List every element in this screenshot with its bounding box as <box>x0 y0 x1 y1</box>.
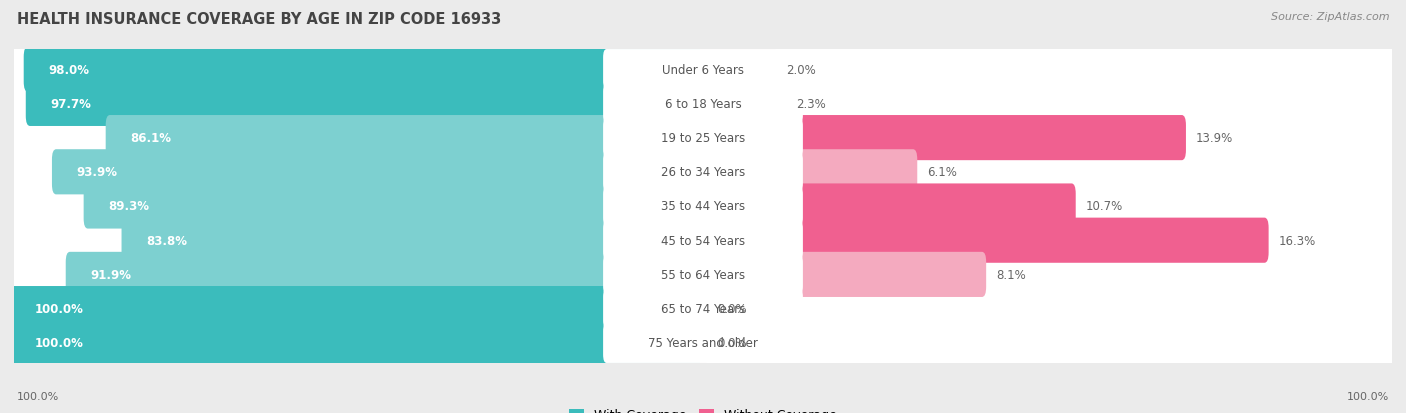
Text: 0.0%: 0.0% <box>717 337 747 349</box>
FancyBboxPatch shape <box>13 79 1393 129</box>
FancyBboxPatch shape <box>603 50 803 90</box>
FancyBboxPatch shape <box>699 320 707 366</box>
FancyBboxPatch shape <box>83 184 707 229</box>
Text: 2.0%: 2.0% <box>786 64 815 76</box>
FancyBboxPatch shape <box>13 147 1393 198</box>
Text: 19 to 25 Years: 19 to 25 Years <box>661 132 745 145</box>
Text: 55 to 64 Years: 55 to 64 Years <box>661 268 745 281</box>
FancyBboxPatch shape <box>13 249 1393 300</box>
FancyBboxPatch shape <box>603 186 803 227</box>
Text: 2.3%: 2.3% <box>796 97 825 111</box>
Text: 35 to 44 Years: 35 to 44 Years <box>661 200 745 213</box>
FancyBboxPatch shape <box>603 118 803 159</box>
FancyBboxPatch shape <box>13 113 1393 164</box>
FancyBboxPatch shape <box>13 45 1393 95</box>
FancyBboxPatch shape <box>699 286 707 331</box>
FancyBboxPatch shape <box>13 318 1393 368</box>
FancyBboxPatch shape <box>10 286 707 331</box>
FancyBboxPatch shape <box>66 252 707 297</box>
FancyBboxPatch shape <box>699 252 986 297</box>
Text: 75 Years and older: 75 Years and older <box>648 337 758 349</box>
FancyBboxPatch shape <box>699 116 1185 161</box>
Text: 13.9%: 13.9% <box>1195 132 1233 145</box>
Text: 83.8%: 83.8% <box>146 234 187 247</box>
FancyBboxPatch shape <box>699 218 1268 263</box>
FancyBboxPatch shape <box>13 284 1393 334</box>
Text: 86.1%: 86.1% <box>131 132 172 145</box>
Text: 0.0%: 0.0% <box>717 302 747 316</box>
Text: 16.3%: 16.3% <box>1278 234 1316 247</box>
FancyBboxPatch shape <box>603 84 803 124</box>
Text: 6 to 18 Years: 6 to 18 Years <box>665 97 741 111</box>
FancyBboxPatch shape <box>25 82 707 127</box>
FancyBboxPatch shape <box>603 323 803 363</box>
FancyBboxPatch shape <box>603 221 803 261</box>
Text: 89.3%: 89.3% <box>108 200 149 213</box>
Text: 6.1%: 6.1% <box>927 166 956 179</box>
Text: 65 to 74 Years: 65 to 74 Years <box>661 302 745 316</box>
Text: Source: ZipAtlas.com: Source: ZipAtlas.com <box>1271 12 1389 22</box>
FancyBboxPatch shape <box>699 47 776 93</box>
Text: 100.0%: 100.0% <box>35 337 83 349</box>
FancyBboxPatch shape <box>13 181 1393 232</box>
Text: 10.7%: 10.7% <box>1085 200 1122 213</box>
Text: 100.0%: 100.0% <box>35 302 83 316</box>
Text: 100.0%: 100.0% <box>1347 391 1389 401</box>
Text: 100.0%: 100.0% <box>17 391 59 401</box>
FancyBboxPatch shape <box>24 47 707 93</box>
FancyBboxPatch shape <box>105 116 707 161</box>
Text: 45 to 54 Years: 45 to 54 Years <box>661 234 745 247</box>
FancyBboxPatch shape <box>603 289 803 329</box>
FancyBboxPatch shape <box>699 82 786 127</box>
FancyBboxPatch shape <box>10 320 707 366</box>
FancyBboxPatch shape <box>603 152 803 192</box>
FancyBboxPatch shape <box>699 150 917 195</box>
Text: 26 to 34 Years: 26 to 34 Years <box>661 166 745 179</box>
Text: 91.9%: 91.9% <box>90 268 132 281</box>
Text: 97.7%: 97.7% <box>51 97 91 111</box>
FancyBboxPatch shape <box>13 215 1393 266</box>
Legend: With Coverage, Without Coverage: With Coverage, Without Coverage <box>564 404 842 413</box>
Text: 98.0%: 98.0% <box>48 64 90 76</box>
FancyBboxPatch shape <box>52 150 707 195</box>
Text: HEALTH INSURANCE COVERAGE BY AGE IN ZIP CODE 16933: HEALTH INSURANCE COVERAGE BY AGE IN ZIP … <box>17 12 501 27</box>
FancyBboxPatch shape <box>603 254 803 295</box>
FancyBboxPatch shape <box>699 184 1076 229</box>
Text: 8.1%: 8.1% <box>995 268 1025 281</box>
Text: 93.9%: 93.9% <box>77 166 118 179</box>
FancyBboxPatch shape <box>121 218 707 263</box>
Text: Under 6 Years: Under 6 Years <box>662 64 744 76</box>
